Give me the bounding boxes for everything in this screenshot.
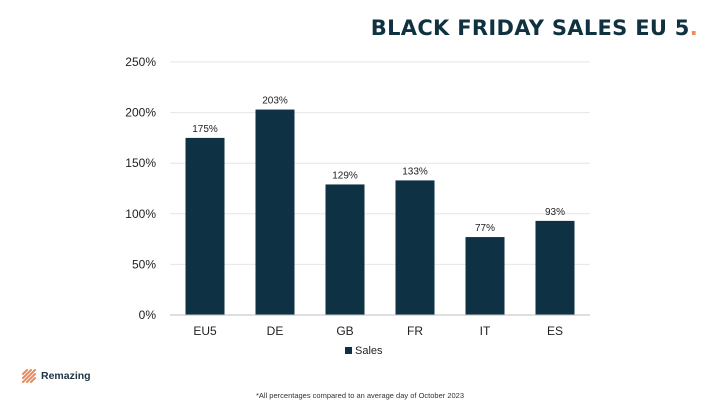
footnote: *All percentages compared to an average … — [255, 391, 465, 400]
x-tick-label: ES — [547, 324, 563, 338]
x-tick-label: EU5 — [193, 324, 217, 338]
y-tick-label: 100% — [125, 207, 156, 221]
remazing-logo-icon — [22, 369, 36, 383]
y-tick-label: 250% — [125, 55, 156, 69]
legend-label: Sales — [355, 345, 383, 357]
data-label: 133% — [402, 166, 428, 177]
brand-name: Remazing — [41, 370, 91, 382]
bar — [395, 180, 435, 315]
bar — [255, 109, 295, 316]
y-tick-label: 50% — [132, 257, 156, 271]
bar — [185, 137, 225, 315]
bar-chart: 0% 50% 100% 150% 200% 250% 175% EU5 203% DE 129% GB… — [125, 55, 590, 357]
x-tick-label: GB — [336, 324, 353, 338]
data-label: 93% — [545, 207, 565, 218]
data-label: 175% — [192, 124, 218, 135]
brand-logo: Remazing — [22, 369, 91, 383]
x-tick-label: FR — [407, 324, 423, 338]
legend-swatch — [345, 347, 352, 354]
page-title: BLACK FRIDAY SALES EU 5. — [371, 16, 698, 40]
y-tick-label: 200% — [125, 106, 156, 120]
y-tick-label: 0% — [139, 308, 157, 322]
x-tick-label: DE — [267, 324, 284, 338]
y-tick-label: 150% — [125, 156, 156, 170]
data-label: 129% — [332, 170, 358, 181]
data-label: 77% — [475, 223, 495, 234]
bar — [325, 184, 365, 315]
bar — [465, 237, 505, 315]
x-tick-label: IT — [480, 324, 491, 338]
title-text: BLACK FRIDAY SALES EU 5 — [370, 16, 690, 40]
bar — [535, 220, 575, 315]
data-label: 203% — [262, 96, 288, 107]
title-dot: . — [689, 16, 698, 40]
